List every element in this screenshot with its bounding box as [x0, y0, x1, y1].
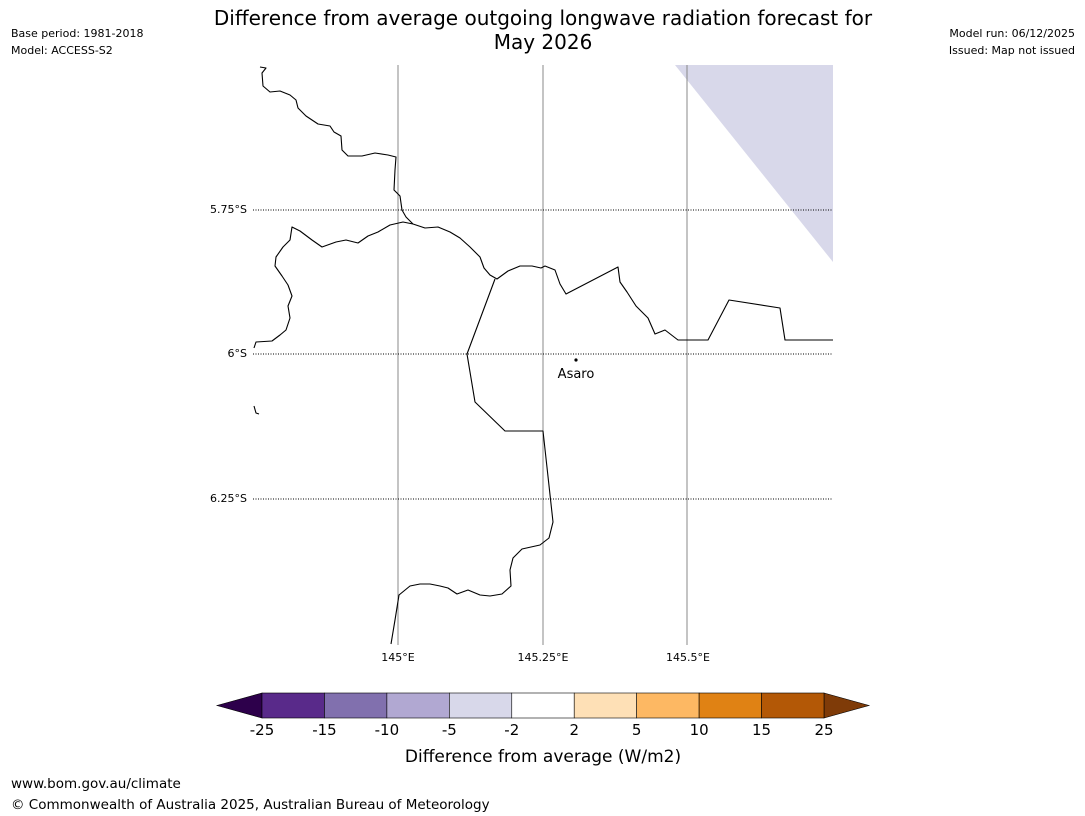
colorbar-tick-label: -10: [375, 721, 400, 739]
lon-label-145-25: 145.25°E: [518, 651, 569, 664]
colorbar-tick-label: 5: [632, 721, 642, 739]
lat-label-6-25: 6.25°S: [210, 492, 247, 505]
footer: www.bom.gov.au/climate © Commonwealth of…: [11, 774, 490, 816]
boundary-inner: [390, 278, 554, 645]
colorbar-segment: [698, 692, 762, 719]
colorbar-segment: [636, 692, 700, 719]
colorbar-tick-label: 10: [690, 721, 709, 739]
footer-url: www.bom.gov.au/climate: [11, 776, 181, 792]
meta-right: Model run: 06/12/2025 Issued: Map not is…: [949, 25, 1075, 59]
issued-text: Issued: Map not issued: [948, 44, 1075, 57]
map-title: Difference from average outgoing longwav…: [190, 6, 896, 54]
lon-label-145: 145°E: [381, 651, 414, 664]
colorbar-tick-label: 25: [814, 721, 833, 739]
footer-copyright: © Commonwealth of Australia 2025, Austra…: [11, 797, 490, 813]
colorbar-high-extend: [823, 692, 871, 719]
title-line-2: May 2026: [493, 30, 593, 54]
colorbar-segment: [449, 692, 513, 719]
lat-label-5-75: 5.75°S: [210, 203, 247, 216]
lat-label-6: 6°S: [228, 347, 247, 360]
boundary-east-central: [412, 223, 833, 341]
boundary-stub: [253, 405, 260, 415]
colorbar-tick-label: -25: [250, 721, 275, 739]
lon-label-145-5: 145.5°E: [666, 651, 710, 664]
model-text: Model: ACCESS-S2: [11, 44, 113, 57]
colorbar-segment: [324, 692, 388, 719]
boundary-west-central: [253, 221, 414, 349]
asaro-label: Asaro: [558, 367, 595, 382]
colorbar-tick-label: -2: [504, 721, 519, 739]
anomaly-region: [675, 65, 833, 262]
boundary-north: [259, 66, 414, 225]
colorbar: -25 -15 -10 -5 -2 2 5 10 15 25: [215, 692, 871, 739]
colorbar-segment: [573, 692, 637, 719]
colorbar-segment: [511, 692, 575, 719]
base-period-text: Base period: 1981-2018: [11, 27, 144, 40]
colorbar-label: Difference from average (W/m2): [405, 747, 681, 767]
title-line-1: Difference from average outgoing longwav…: [213, 6, 873, 30]
colorbar-tick-label: 15: [752, 721, 771, 739]
colorbar-segment: [261, 692, 325, 719]
colorbar-low-extend: [215, 692, 263, 719]
colorbar-tick-label: -5: [442, 721, 457, 739]
colorbar-tick-label: 2: [569, 721, 579, 739]
model-run-text: Model run: 06/12/2025: [949, 27, 1075, 40]
colorbar-tick-label: -15: [312, 721, 337, 739]
meta-left: Base period: 1981-2018 Model: ACCESS-S2: [11, 25, 143, 59]
asaro-marker: [574, 358, 578, 362]
colorbar-segment: [761, 692, 825, 719]
colorbar-segment: [386, 692, 450, 719]
